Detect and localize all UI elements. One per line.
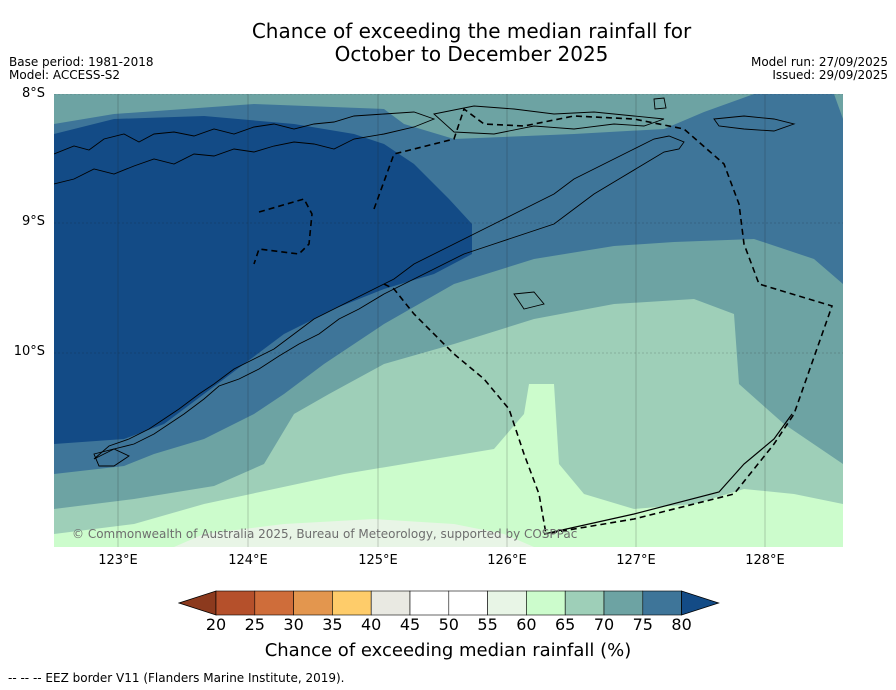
lat-label-9s: 9°S	[21, 214, 45, 229]
colorbar-tick-label: 50	[438, 615, 459, 634]
colorbar-segment	[215, 590, 256, 616]
map-title: Chance of exceeding the median rainfall …	[0, 20, 896, 66]
timor-leste-border	[513, 291, 545, 310]
eez-footnote: -- -- -- EEZ border V11 (Flanders Marine…	[8, 671, 345, 685]
colorbar-tick-label: 25	[244, 615, 265, 634]
model-run: Model run: 27/09/2025	[750, 55, 888, 69]
issued-date: Issued: 29/09/2025	[772, 68, 888, 82]
colorbar-tick-label: 30	[283, 615, 304, 634]
coast-wetar	[433, 105, 665, 135]
coast-flores-alor	[54, 111, 436, 185]
lon-label-125e: 125°E	[358, 553, 398, 568]
colorbar-segment	[409, 590, 450, 616]
graticule	[54, 94, 843, 547]
lon-label-126e: 126°E	[487, 553, 527, 568]
title-line-1: Chance of exceeding the median rainfall …	[251, 19, 692, 43]
eez-border	[253, 107, 834, 535]
base-period: Base period: 1981-2018	[9, 55, 154, 69]
colorbar-tick-label: 80	[671, 615, 692, 634]
lat-label-10s: 10°S	[13, 344, 45, 359]
zone-65-70	[54, 299, 843, 547]
colorbar-tick-label: 20	[205, 615, 227, 634]
run-info: Model run: 27/09/2025 Issued: 29/09/2025	[751, 56, 888, 82]
colorbar-segment	[370, 590, 411, 616]
model-name: Model: ACCESS-S2	[9, 68, 121, 82]
lat-label-8s: 8°S	[21, 86, 45, 101]
colorbar-tick-label: 40	[361, 615, 382, 634]
lon-label-124e: 124°E	[228, 553, 268, 568]
lon-label-127e: 127°E	[616, 553, 656, 568]
colorbar-tick-label: 75	[632, 615, 653, 634]
colorbar-segment	[564, 590, 605, 616]
colorbar-segment	[487, 590, 527, 616]
colorbar-extend-high	[681, 590, 720, 616]
lon-label-128e: 128°E	[745, 553, 785, 568]
colorbar-segment	[254, 590, 294, 616]
title-line-2: October to December 2025	[334, 42, 609, 66]
colorbar-segment	[603, 590, 644, 616]
coast-kisar	[653, 97, 667, 110]
colorbar-tick-label: 70	[593, 615, 615, 634]
colorbar-tick-label: 45	[399, 615, 421, 634]
colorbar-tick-label: 60	[516, 615, 537, 634]
coast-timor	[93, 135, 685, 460]
colorbar-tick-label: 65	[555, 615, 576, 634]
colorbar-label: Chance of exceeding median rainfall (%)	[264, 640, 632, 661]
zone-above-80	[54, 116, 472, 444]
colorbar-segment	[526, 590, 566, 616]
colorbar	[178, 590, 720, 616]
coastlines	[54, 97, 796, 467]
eez-solid-border	[543, 413, 793, 535]
colorbar-segment	[332, 590, 372, 616]
rainfall-map: © Commonwealth of Australia 2025, Bureau…	[54, 94, 843, 547]
copyright-text: © Commonwealth of Australia 2025, Bureau…	[72, 527, 577, 541]
colorbar-segment	[448, 590, 488, 616]
colorbar-tick-label: 55	[477, 615, 498, 634]
zone-55-60	[174, 519, 534, 547]
colorbar-segment	[293, 590, 333, 616]
zone-60-65	[54, 384, 843, 547]
colorbar-tick-label: 35	[322, 615, 343, 634]
coast-babar	[713, 115, 796, 132]
colorbar-segment	[642, 590, 682, 616]
lon-label-123e: 123°E	[98, 553, 138, 568]
colorbar-extend-low	[178, 590, 217, 616]
model-info: Base period: 1981-2018 Model: ACCESS-S2	[9, 56, 154, 82]
coast-rote	[93, 448, 130, 467]
